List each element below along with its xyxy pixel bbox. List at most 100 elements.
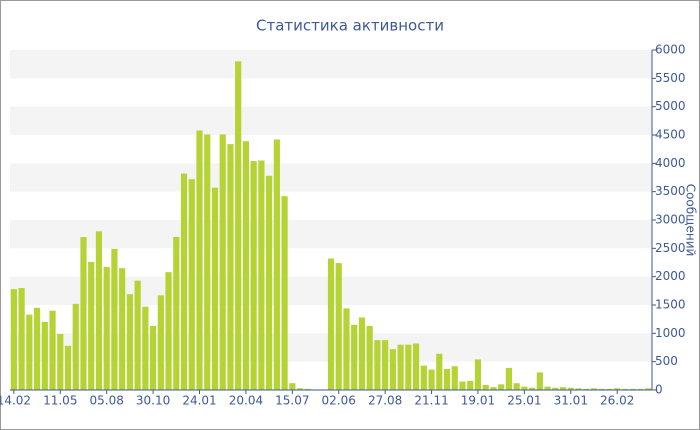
bar <box>428 369 435 390</box>
x-tick-label: 19.01 <box>461 394 495 408</box>
grid-band <box>10 106 652 135</box>
bar <box>358 317 366 390</box>
x-tick-label: 25.01 <box>507 394 541 408</box>
bar <box>498 384 505 390</box>
bar <box>196 130 203 390</box>
bar <box>467 380 474 390</box>
x-tick-label: 11.05 <box>43 394 77 408</box>
bar <box>219 134 226 390</box>
bar <box>374 340 381 390</box>
bar <box>474 359 482 390</box>
bar <box>614 388 621 390</box>
y-tick-label: 4500 <box>655 128 686 142</box>
bar <box>621 388 629 390</box>
y-tick-label: 2500 <box>655 241 686 255</box>
x-tick-label: 27.08 <box>368 394 402 408</box>
bar <box>351 324 358 390</box>
bar <box>26 314 33 390</box>
bar <box>590 388 598 390</box>
x-tick-label: 31.01 <box>554 394 588 408</box>
bar <box>327 258 335 390</box>
y-tick-label: 1500 <box>655 298 686 312</box>
bar <box>57 333 64 390</box>
bar <box>529 387 536 390</box>
x-tick-label: 05.08 <box>90 394 124 408</box>
bar <box>134 280 141 390</box>
bar <box>645 388 652 390</box>
bar <box>281 196 288 390</box>
bar <box>119 268 126 390</box>
y-tick-label: 500 <box>655 354 678 368</box>
bar <box>606 388 613 390</box>
bar <box>49 310 56 390</box>
bar <box>273 139 280 390</box>
x-tick-label: 26.02 <box>600 394 634 408</box>
y-axis-label: Сообщений <box>684 184 698 257</box>
y-tick-label: 0 <box>655 383 663 397</box>
y-tick-label: 2000 <box>655 269 686 283</box>
grid-band <box>10 50 652 79</box>
bar <box>250 161 257 390</box>
bar <box>33 307 41 390</box>
bar <box>397 344 404 390</box>
y-tick-label: 1000 <box>655 326 686 340</box>
bar <box>41 322 48 390</box>
y-tick-label: 4000 <box>655 156 686 170</box>
bar <box>180 173 188 390</box>
x-tick-label: 20.04 <box>229 394 263 408</box>
bar <box>536 372 543 390</box>
bar <box>436 353 443 390</box>
x-tick-label: 30.10 <box>136 394 170 408</box>
bar <box>490 387 497 390</box>
bar <box>544 386 551 390</box>
bar <box>482 384 489 390</box>
bar <box>335 263 342 390</box>
bar <box>173 237 180 390</box>
y-tick-label: 3000 <box>655 213 686 227</box>
bar <box>18 288 25 390</box>
bar <box>296 388 304 390</box>
bar <box>513 383 520 390</box>
bar <box>95 231 103 390</box>
bar <box>575 388 582 390</box>
y-tick-label: 5500 <box>655 71 686 85</box>
bar <box>304 388 311 390</box>
x-tick-label: 14.02 <box>0 394 31 408</box>
bar <box>88 261 95 390</box>
bar <box>343 308 350 390</box>
chart-title: Статистика активности <box>256 17 444 35</box>
bar <box>389 349 396 390</box>
bar <box>150 325 157 390</box>
bar <box>204 134 211 390</box>
bar <box>366 325 373 390</box>
bar <box>382 340 389 390</box>
bar <box>188 179 195 390</box>
bar <box>211 187 219 390</box>
bar <box>412 343 420 390</box>
bar <box>567 387 574 390</box>
bar <box>242 141 250 390</box>
bar <box>227 144 234 390</box>
y-tick-label: 6000 <box>655 43 686 57</box>
bar <box>505 367 512 390</box>
bar <box>559 387 567 390</box>
grid-band <box>10 163 652 192</box>
x-tick-label: 21.11 <box>414 394 448 408</box>
bar <box>165 272 172 390</box>
bar <box>103 267 110 390</box>
bar <box>111 248 118 390</box>
bar <box>142 306 149 390</box>
bar <box>10 289 17 390</box>
bar <box>443 369 451 390</box>
bar <box>521 386 528 390</box>
bar <box>405 344 412 390</box>
bar <box>266 175 273 390</box>
y-tick-label: 3500 <box>655 184 686 198</box>
bar <box>258 160 265 390</box>
bar <box>637 388 644 390</box>
bar <box>451 366 458 390</box>
bar <box>72 303 79 390</box>
bar <box>235 61 242 390</box>
